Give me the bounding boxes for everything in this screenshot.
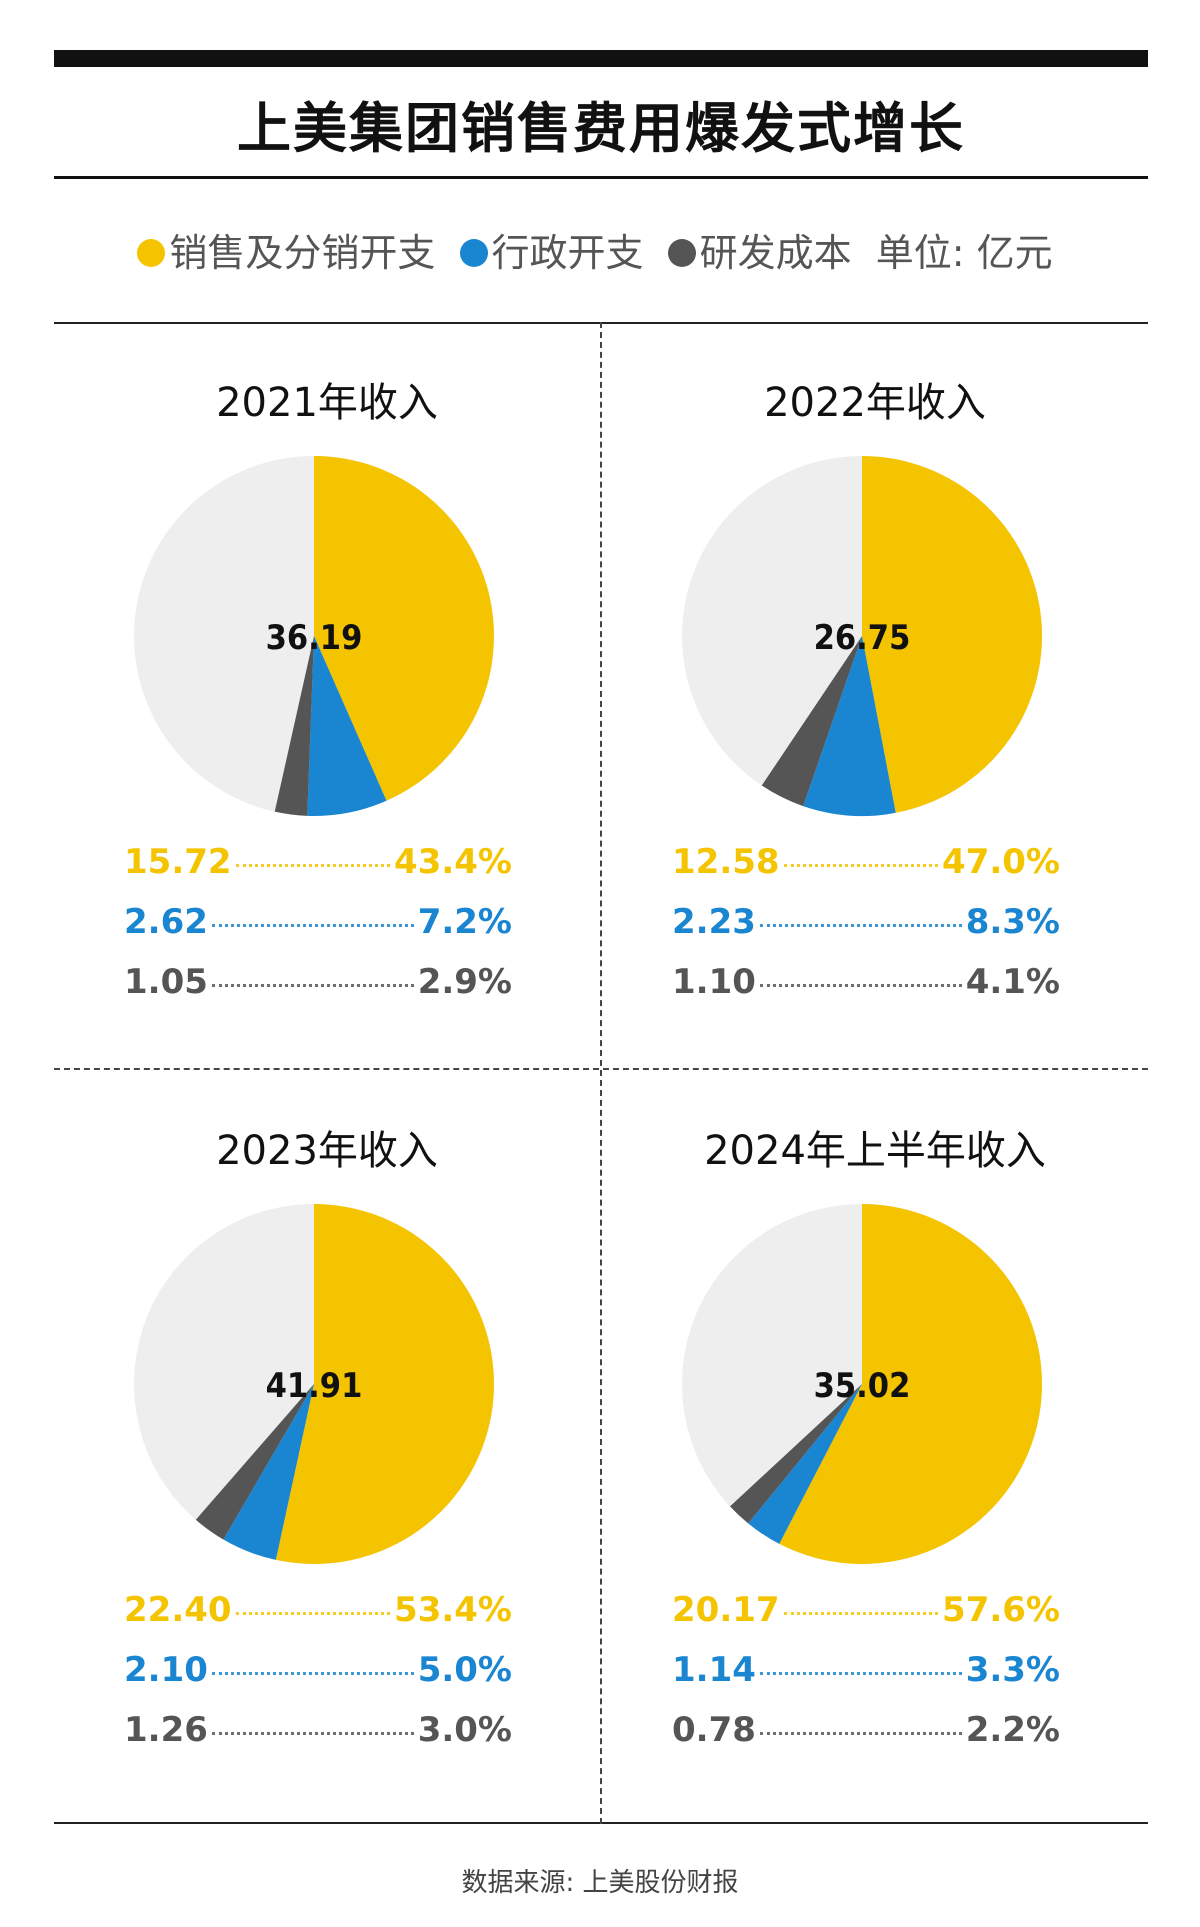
value-amount: 12.58 (672, 842, 780, 882)
pie-slice-sales (275, 1204, 494, 1564)
dot-leader (211, 1672, 414, 1675)
value-amount: 0.78 (672, 1710, 756, 1750)
value-amount: 1.10 (672, 962, 756, 1002)
pie-slice-sales (779, 1204, 1043, 1564)
legend: 销售及分销开支 行政开支 研发成本 单位: 亿元 (54, 222, 1148, 277)
dot-leader (759, 924, 962, 927)
value-list: 15.72 43.4% 2.62 7.2% 1.05 2.9% (124, 842, 512, 1022)
value-row-admin: 2.62 7.2% (124, 902, 512, 962)
value-percent: 2.2% (965, 1710, 1060, 1750)
value-row-sales: 20.17 57.6% (672, 1590, 1060, 1650)
value-amount: 2.62 (124, 902, 208, 942)
pie-title: 2024年上半年收入 (704, 1128, 1046, 1174)
value-percent: 43.4% (394, 842, 512, 882)
value-percent: 8.3% (965, 902, 1060, 942)
value-row-sales: 15.72 43.4% (124, 842, 512, 902)
value-amount: 15.72 (124, 842, 232, 882)
title-divider (54, 176, 1148, 179)
chart-title: 上美集团销售费用爆发式增长 (237, 97, 965, 160)
pie-title: 2023年收入 (216, 1128, 438, 1174)
dot-leader (759, 1672, 962, 1675)
value-amount: 2.10 (124, 1650, 208, 1690)
dot-leader (211, 984, 414, 987)
value-percent: 7.2% (417, 902, 512, 942)
pie-slice-rnd (274, 636, 314, 816)
panel-2021: 2021年收入 36.19 15.72 43.4% 2.62 7.2% 1.05 2.9% (54, 322, 600, 1068)
pie-title: 2022年收入 (764, 380, 986, 426)
data-source: 数据来源: 上美股份财报 (461, 1868, 739, 1898)
pie-total-label: 41.91 (266, 1366, 363, 1406)
value-percent: 3.3% (965, 1650, 1060, 1690)
pie-title: 2021年收入 (216, 380, 438, 426)
dot-leader (783, 1612, 939, 1615)
pie-slice-rnd (761, 636, 862, 807)
value-row-admin: 2.10 5.0% (124, 1650, 512, 1710)
pie-slice-rnd (195, 1384, 314, 1540)
legend-label-admin: 行政开支 (491, 231, 644, 275)
pie-slice-admin (748, 1384, 862, 1544)
value-percent: 4.1% (965, 962, 1060, 1002)
pie-chart: 26.75 (682, 456, 1042, 816)
top-bar (54, 50, 1148, 67)
panel-2023: 2023年收入 41.91 22.40 53.4% 2.10 5.0% 1.26 3.0% (54, 1070, 600, 1816)
value-amount: 2.23 (672, 902, 756, 942)
pie-slice-sales (862, 456, 1042, 813)
value-percent: 53.4% (394, 1590, 512, 1630)
pie-slice-sales (314, 456, 494, 801)
dot-leader (211, 1732, 414, 1735)
value-amount: 1.05 (124, 962, 208, 1002)
dot-leader (235, 864, 391, 867)
dot-leader (759, 1732, 962, 1735)
pie-chart: 41.91 (134, 1204, 494, 1564)
value-percent: 47.0% (942, 842, 1060, 882)
pie-slice-admin (223, 1384, 314, 1560)
value-row-rnd: 1.05 2.9% (124, 962, 512, 1022)
value-amount: 22.40 (124, 1590, 232, 1630)
value-row-admin: 1.14 3.3% (672, 1650, 1060, 1710)
value-row-sales: 12.58 47.0% (672, 842, 1060, 902)
value-percent: 57.6% (942, 1590, 1060, 1630)
dot-leader (235, 1612, 391, 1615)
value-row-rnd: 1.10 4.1% (672, 962, 1060, 1022)
value-row-sales: 22.40 53.4% (124, 1590, 512, 1650)
legend-label-sales: 销售及分销开支 (169, 231, 436, 275)
value-list: 22.40 53.4% 2.10 5.0% 1.26 3.0% (124, 1590, 512, 1770)
pie-total-label: 35.02 (814, 1366, 911, 1406)
legend-dot-rnd (667, 238, 696, 267)
value-percent: 5.0% (417, 1650, 512, 1690)
legend-unit: 单位: 亿元 (875, 231, 1053, 275)
value-amount: 1.14 (672, 1650, 756, 1690)
value-row-rnd: 1.26 3.0% (124, 1710, 512, 1770)
legend-label-rnd: 研发成本 (699, 231, 852, 275)
legend-dot-sales (137, 238, 166, 267)
pie-slice-admin (803, 636, 896, 816)
pie-chart: 36.19 (134, 456, 494, 816)
value-row-rnd: 0.78 2.2% (672, 1710, 1060, 1770)
legend-item-sales: 销售及分销开支 (137, 222, 435, 277)
legend-item-admin: 行政开支 (459, 222, 644, 277)
pie-chart: 35.02 (682, 1204, 1043, 1564)
value-list: 20.17 57.6% 1.14 3.3% 0.78 2.2% (672, 1590, 1060, 1770)
value-list: 12.58 47.0% 2.23 8.3% 1.10 4.1% (672, 842, 1060, 1022)
dot-leader (759, 984, 962, 987)
panel-2024h1: 2024年上半年收入 35.02 20.17 57.6% 1.14 3.3% 0.78 2.2… (602, 1070, 1148, 1816)
legend-item-rnd: 研发成本 (667, 222, 852, 277)
legend-dot-admin (459, 238, 488, 267)
value-amount: 20.17 (672, 1590, 780, 1630)
dot-leader (211, 924, 414, 927)
pie-slice-rnd (730, 1384, 862, 1524)
pie-total-label: 36.19 (266, 618, 363, 658)
pie-total-label: 26.75 (814, 618, 911, 658)
value-row-admin: 2.23 8.3% (672, 902, 1060, 962)
value-amount: 1.26 (124, 1710, 208, 1750)
grid-vertical-rule (600, 322, 602, 1824)
pie-slice-admin (307, 636, 387, 816)
value-percent: 2.9% (417, 962, 512, 1002)
panel-2022: 2022年收入 26.75 12.58 47.0% 2.23 8.3% 1.10 4.1% (602, 322, 1148, 1068)
dot-leader (783, 864, 939, 867)
value-percent: 3.0% (417, 1710, 512, 1750)
